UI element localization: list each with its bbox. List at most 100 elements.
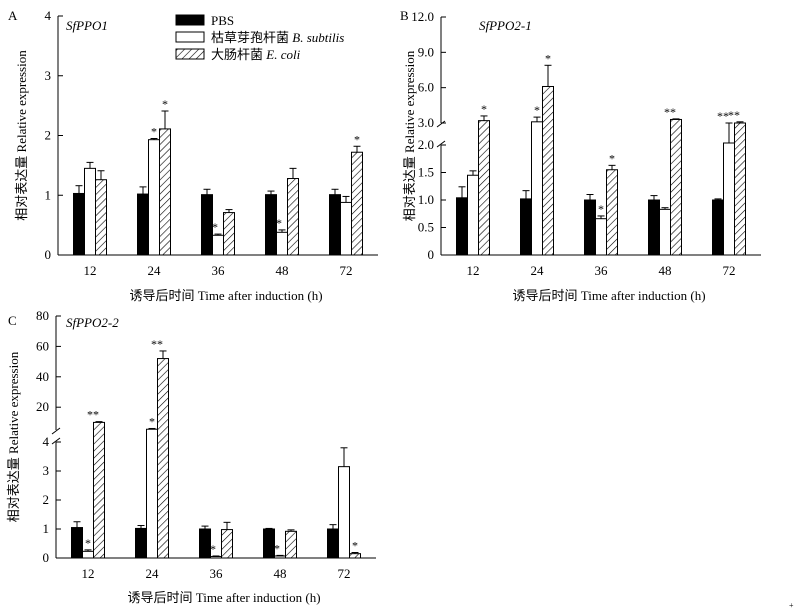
bar-C-48-s2 bbox=[285, 530, 297, 559]
significance-C: * bbox=[352, 538, 358, 552]
significance-A: ** bbox=[206, 220, 218, 234]
bar-B-48-s0 bbox=[648, 199, 660, 256]
legend: PBS 枯草芽孢杆菌 B. subtilis 大肠杆菌 E. coli bbox=[175, 13, 344, 62]
significance-C: * bbox=[149, 414, 155, 428]
x-label-C: 诱导后时间 Time after induction (h) bbox=[127, 590, 320, 605]
bar-B-36-s1 bbox=[595, 218, 607, 256]
significance-B: ** bbox=[664, 105, 676, 119]
significance-C: ** bbox=[204, 542, 216, 556]
x-tick-label-A: 12 bbox=[84, 263, 97, 278]
panel-letter-C: C bbox=[8, 313, 17, 328]
y-tick-label-B: 0 bbox=[428, 247, 435, 262]
bar-C-48-s1 bbox=[274, 555, 286, 559]
y-label-C: 相对表达量 Relative expression bbox=[6, 351, 21, 522]
y-tick-label-C: 4 bbox=[43, 434, 50, 449]
y-tick-label-C: 2 bbox=[43, 492, 50, 507]
legend-label-0: PBS bbox=[211, 13, 234, 28]
legend-label-1: 枯草芽孢杆菌 B. subtilis bbox=[211, 30, 344, 45]
y-tick-label-B: 6.0 bbox=[418, 80, 434, 95]
significance-B: ** bbox=[717, 109, 729, 123]
y-tick-label-A: 3 bbox=[45, 68, 52, 83]
panel-B: B SfPPO2-1 0 0.5 1.0 1.5 2.0 3.0 6.0 9.0 12.0 相对表达量… bbox=[400, 8, 761, 303]
x-tick-label-C: 48 bbox=[274, 566, 287, 581]
bar-B-72-s2 bbox=[734, 122, 746, 256]
significance-B: * bbox=[534, 103, 540, 117]
significance-B: * bbox=[598, 202, 604, 216]
x-tick-label-B: 24 bbox=[531, 263, 545, 278]
bar-B-36-s0 bbox=[584, 199, 596, 256]
bar-B-72-s0 bbox=[712, 199, 724, 256]
bar-B-48-s1 bbox=[659, 208, 671, 256]
bar-C-72-s2 bbox=[349, 553, 361, 559]
bar-B-24-s2 bbox=[542, 85, 554, 256]
bar-B-24-s0 bbox=[520, 198, 532, 256]
x-tick-label-C: 72 bbox=[338, 566, 351, 581]
legend-swatch-0 bbox=[175, 14, 205, 26]
legend-swatch-1 bbox=[175, 31, 205, 43]
bar-C-12-s1 bbox=[82, 550, 94, 559]
y-tick-label-A: 4 bbox=[45, 8, 52, 23]
x-tick-label-B: 72 bbox=[723, 263, 736, 278]
bar-A-48-s1 bbox=[276, 231, 288, 256]
bar-A-12-s1 bbox=[84, 167, 96, 256]
y-tick-label-C: 3 bbox=[43, 463, 50, 478]
bar-A-72-s2 bbox=[351, 151, 363, 256]
panel-title-C: SfPPO2-2 bbox=[66, 315, 119, 330]
y-tick-label-B: 3.0 bbox=[418, 115, 434, 130]
bar-A-24-s1 bbox=[148, 139, 160, 256]
bar-C-72-s1 bbox=[338, 466, 350, 559]
bar-A-36-s1 bbox=[212, 234, 224, 256]
bar-A-72-s1 bbox=[340, 201, 352, 256]
axis-break-B bbox=[436, 120, 446, 128]
panel-letter-B: B bbox=[400, 8, 409, 23]
significance-C: ** bbox=[87, 408, 99, 422]
x-tick-label-C: 12 bbox=[82, 566, 95, 581]
bar-A-24-s2 bbox=[159, 128, 171, 256]
axis-break-C bbox=[51, 437, 61, 445]
bar-B-72-s1 bbox=[723, 142, 735, 256]
bar-C-24-s0 bbox=[135, 527, 147, 559]
x-label-A: 诱导后时间 Time after induction (h) bbox=[129, 288, 322, 303]
panel-title-A: SfPPO1 bbox=[66, 18, 108, 33]
y-label-B: 相对表达量 Relative expression bbox=[402, 50, 417, 221]
y-tick-label-B: 2.0 bbox=[418, 137, 434, 152]
x-tick-label-B: 48 bbox=[659, 263, 672, 278]
x-tick-label-C: 36 bbox=[210, 566, 224, 581]
bar-B-36-s2 bbox=[606, 169, 618, 256]
bar-C-24-s2 bbox=[157, 358, 169, 559]
significance-C: ** bbox=[151, 337, 163, 351]
bar-B-12-s2 bbox=[478, 120, 490, 256]
significance-B: ** bbox=[728, 108, 740, 122]
bar-B-12-s0 bbox=[456, 197, 468, 256]
y-tick-label-C: 20 bbox=[36, 399, 49, 414]
x-label-B: 诱导后时间 Time after induction (h) bbox=[512, 288, 705, 303]
bar-A-48-s2 bbox=[287, 178, 299, 256]
bar-A-36-s2 bbox=[223, 212, 235, 256]
bar-C-36-s1 bbox=[210, 556, 222, 559]
bar-A-24-s0 bbox=[137, 193, 149, 256]
x-tick-label-B: 12 bbox=[467, 263, 480, 278]
x-tick-label-A: 72 bbox=[340, 263, 353, 278]
bar-C-12-s2 bbox=[93, 421, 105, 559]
y-tick-label-A: 1 bbox=[45, 187, 52, 202]
legend-swatch-2 bbox=[175, 48, 205, 60]
y-tick-label-C: 1 bbox=[43, 521, 50, 536]
y-tick-label-B: 1.5 bbox=[418, 165, 434, 180]
y-tick-label-C: 80 bbox=[36, 308, 49, 323]
bar-C-24-s1 bbox=[146, 428, 158, 559]
bar-B-24-s1 bbox=[531, 121, 543, 256]
significance-A: * bbox=[354, 132, 360, 146]
axis-break-C bbox=[51, 427, 61, 435]
significance-C: ** bbox=[268, 541, 280, 555]
x-tick-label-C: 24 bbox=[146, 566, 160, 581]
y-label-A: 相对表达量 Relative expression bbox=[14, 50, 29, 221]
significance-B: * bbox=[609, 151, 615, 165]
y-tick-label-C: 0 bbox=[43, 550, 50, 565]
x-tick-label-A: 48 bbox=[276, 263, 289, 278]
y-tick-label-C: 40 bbox=[36, 369, 49, 384]
axis-break-B bbox=[436, 140, 446, 148]
panel-letter-A: A bbox=[8, 8, 18, 23]
